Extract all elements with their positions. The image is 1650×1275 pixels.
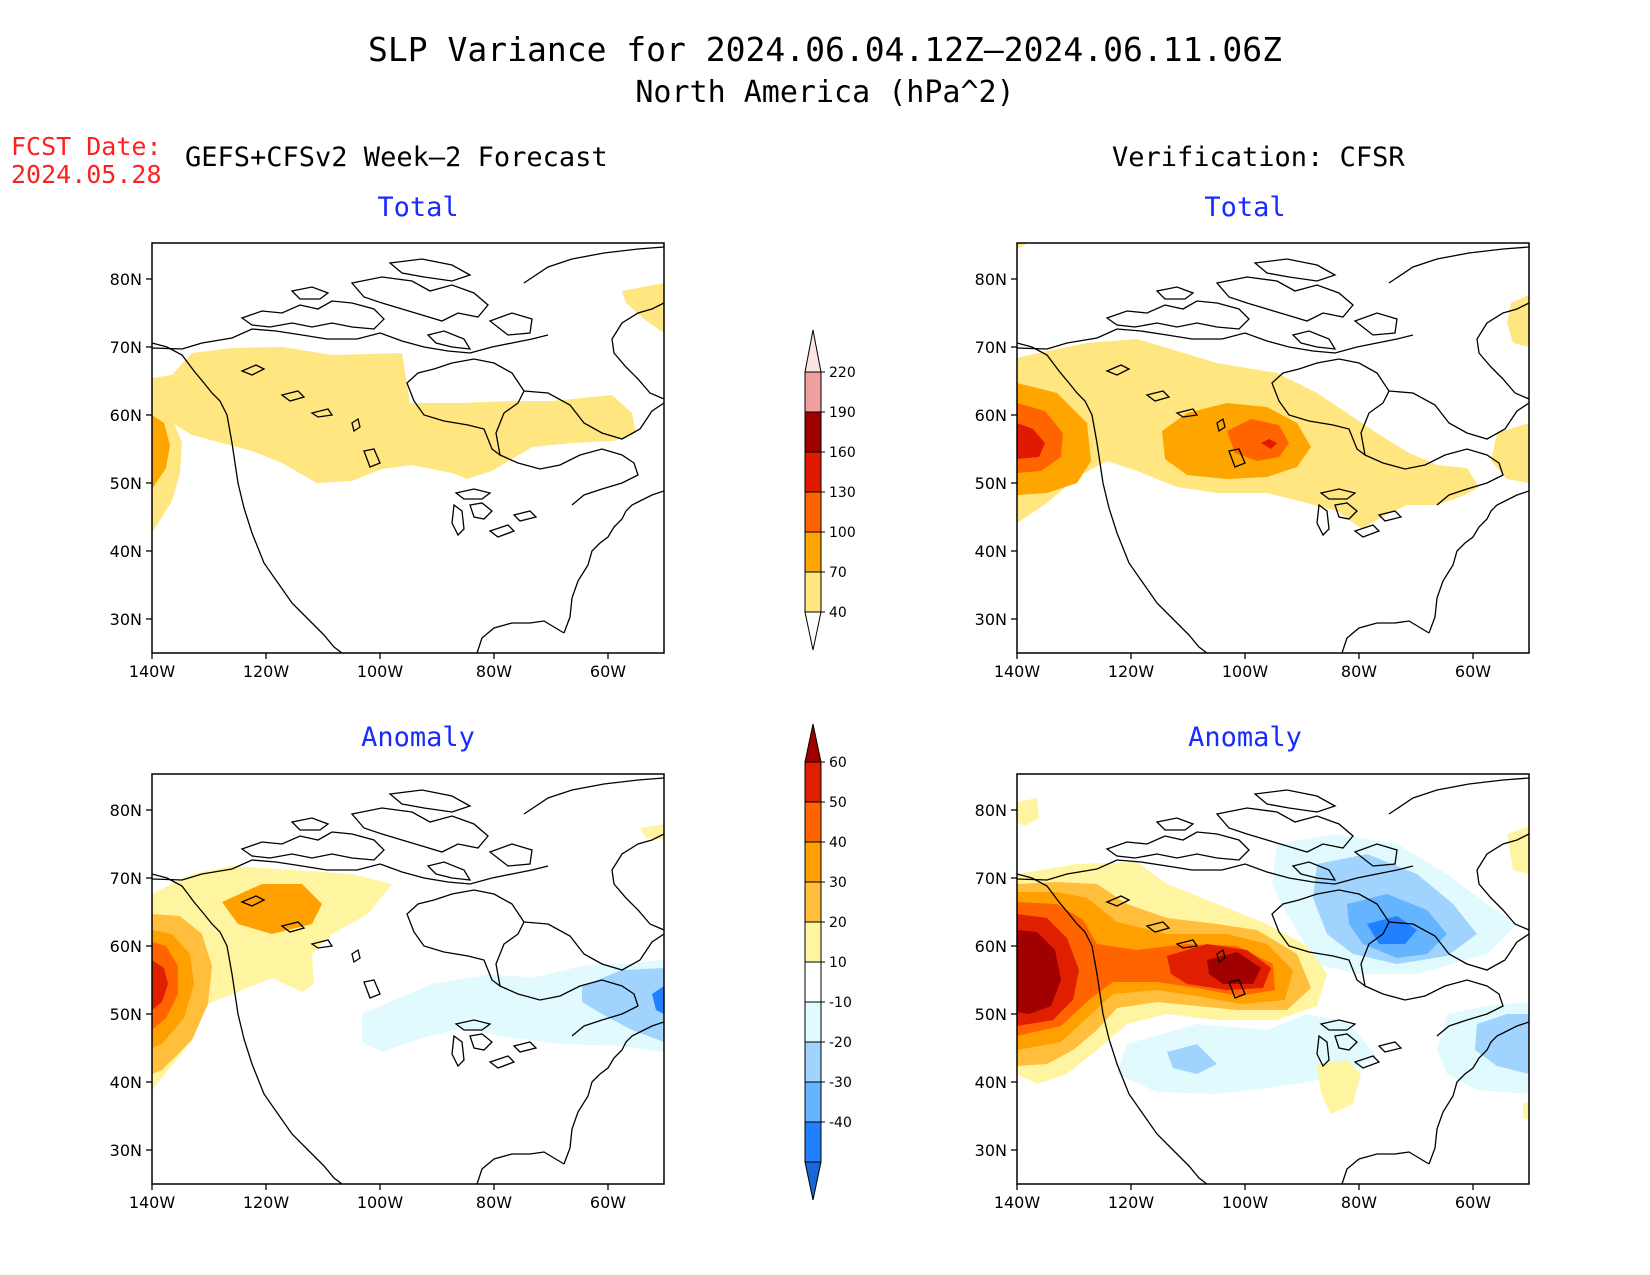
anomaly-colorbar-band xyxy=(804,881,822,923)
anomaly-colorbar-lower-arrow xyxy=(804,1161,822,1201)
anomaly-colorbar-band xyxy=(804,1041,822,1083)
anomaly-colorbar-label: 30 xyxy=(829,875,847,891)
lat-label: 60N xyxy=(975,937,1007,956)
total-colorbar-band xyxy=(804,571,822,613)
main-subtitle: North America (hPa^2) xyxy=(635,75,1015,110)
lat-label: 80N xyxy=(975,801,1007,820)
lat-label: 60N xyxy=(975,406,1007,425)
lon-label: 80W xyxy=(476,662,512,681)
anomaly-colorbar-band xyxy=(804,801,822,843)
lon-label: 100W xyxy=(1222,662,1269,681)
lat-label: 40N xyxy=(975,542,1007,561)
anomaly-colorbar-label: 40 xyxy=(829,835,847,851)
anomaly-colorbar-upper-arrow xyxy=(804,723,822,763)
lon-label: 60W xyxy=(590,1193,626,1212)
lon-label: 120W xyxy=(1108,662,1155,681)
lat-label: 30N xyxy=(110,1141,142,1160)
anomaly-colorbar-band xyxy=(804,761,822,803)
lon-label: 120W xyxy=(243,662,290,681)
lat-label: 40N xyxy=(110,542,142,561)
total-colorbar-upper-arrow xyxy=(804,329,822,373)
anomaly-colorbar-band xyxy=(804,961,822,1003)
lat-label: 60N xyxy=(110,937,142,956)
total-colorbar-band xyxy=(804,411,822,453)
lat-label: 70N xyxy=(110,869,142,888)
forecast-total-title: Total xyxy=(377,192,459,223)
anomaly-colorbar-band xyxy=(804,1081,822,1123)
anomaly-colorbar-label: -20 xyxy=(829,1035,852,1051)
lon-label: 60W xyxy=(1455,1193,1491,1212)
lat-label: 50N xyxy=(110,1005,142,1024)
total-colorbar-lower-arrow xyxy=(804,611,822,651)
total-colorbar-label: 70 xyxy=(829,565,847,581)
lat-label: 50N xyxy=(110,474,142,493)
lat-label: 80N xyxy=(975,270,1007,289)
anomaly-colorbar-label: 50 xyxy=(829,795,847,811)
forecast-anomaly-title: Anomaly xyxy=(361,722,475,753)
lat-label: 80N xyxy=(110,801,142,820)
lon-label: 140W xyxy=(994,1193,1041,1212)
anomaly-colorbar-label: -40 xyxy=(829,1115,852,1131)
verification-header: Verification: CFSR xyxy=(1112,142,1405,173)
total-colorbar-label: 160 xyxy=(829,445,856,461)
anomaly-colorbar-label: -30 xyxy=(829,1075,852,1091)
total-colorbar-band xyxy=(804,371,822,413)
lat-label: 40N xyxy=(975,1073,1007,1092)
forecast-header: GEFS+CFSv2 Week–2 Forecast xyxy=(185,142,608,173)
verification-anomaly-title: Anomaly xyxy=(1188,722,1302,753)
total-colorbar-band xyxy=(804,451,822,493)
lat-label: 30N xyxy=(975,610,1007,629)
anomaly-colorbar: -40 -30 -20 -10 10 20 30 40 50 60 xyxy=(804,723,852,1201)
lon-label: 100W xyxy=(357,662,404,681)
anomaly-colorbar-label: 10 xyxy=(829,955,847,971)
lat-label: 30N xyxy=(110,610,142,629)
forecast-total-map xyxy=(151,242,665,654)
verification-total-title: Total xyxy=(1204,192,1286,223)
anomaly-colorbar-band xyxy=(804,921,822,963)
anomaly-colorbar-band xyxy=(804,841,822,883)
lon-label: 80W xyxy=(476,1193,512,1212)
anomaly-colorbar-label: 20 xyxy=(829,915,847,931)
lon-label: 60W xyxy=(1455,662,1491,681)
lat-label: 50N xyxy=(975,1005,1007,1024)
fcst-date-label: FCST Date: xyxy=(11,132,162,161)
total-colorbar-label: 220 xyxy=(829,365,856,381)
forecast-anomaly-map xyxy=(151,773,665,1185)
anomaly-colorbar-band xyxy=(804,1001,822,1043)
lon-label: 60W xyxy=(590,662,626,681)
lat-label: 50N xyxy=(975,474,1007,493)
lat-label: 60N xyxy=(110,406,142,425)
anomaly-colorbar-band xyxy=(804,1121,822,1163)
lat-label: 40N xyxy=(110,1073,142,1092)
lon-label: 140W xyxy=(129,662,176,681)
anomaly-colorbar-label: 60 xyxy=(829,755,847,771)
lon-label: 100W xyxy=(1222,1193,1269,1212)
lat-label: 70N xyxy=(975,869,1007,888)
total-colorbar-label: 130 xyxy=(829,485,856,501)
anomaly-colorbar-label: -10 xyxy=(829,995,852,1011)
total-colorbar-label: 100 xyxy=(829,525,856,541)
verification-anomaly-map xyxy=(1016,773,1530,1185)
lat-label: 70N xyxy=(110,338,142,357)
total-colorbar: 40 70 100 130 160 190 220 xyxy=(804,329,856,651)
total-colorbar-band xyxy=(804,491,822,533)
lon-label: 120W xyxy=(1108,1193,1155,1212)
verification-total-map xyxy=(1016,242,1530,654)
lat-label: 80N xyxy=(110,270,142,289)
lat-label: 70N xyxy=(975,338,1007,357)
lat-label: 30N xyxy=(975,1141,1007,1160)
lon-label: 140W xyxy=(129,1193,176,1212)
total-colorbar-band xyxy=(804,531,822,573)
lon-label: 140W xyxy=(994,662,1041,681)
total-colorbar-label: 190 xyxy=(829,405,856,421)
lon-label: 80W xyxy=(1341,1193,1377,1212)
lon-label: 100W xyxy=(357,1193,404,1212)
total-colorbar-label: 40 xyxy=(829,605,847,621)
lon-label: 80W xyxy=(1341,662,1377,681)
lon-label: 120W xyxy=(243,1193,290,1212)
fcst-date-value: 2024.05.28 xyxy=(11,160,162,189)
main-title: SLP Variance for 2024.06.04.12Z–2024.06.… xyxy=(368,30,1282,69)
